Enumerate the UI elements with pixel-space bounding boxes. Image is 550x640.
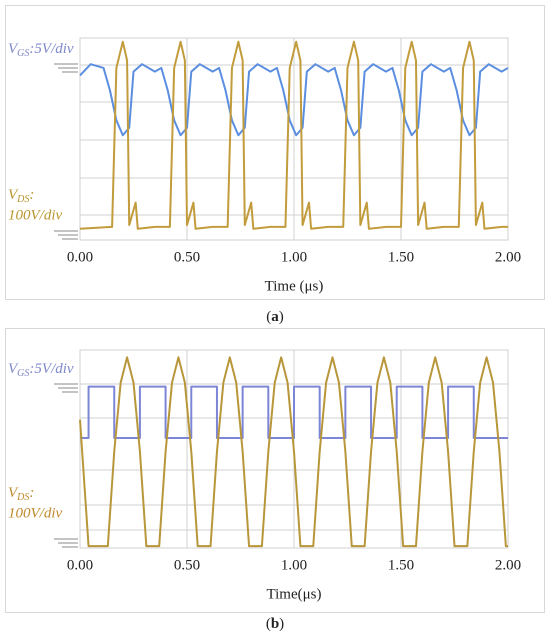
panel-caption: (a) (266, 309, 284, 325)
legend-label: VGS:5V/div (8, 361, 74, 379)
waveform (79, 40, 508, 230)
x-tick-label: 1.50 (388, 557, 414, 573)
caption-letter: a (271, 309, 279, 325)
legend-scale: :5V/div (29, 361, 73, 377)
legend-subscript: GS (17, 368, 29, 379)
x-tick-label: 1.00 (281, 249, 307, 265)
legend-symbol: V (8, 41, 19, 57)
x-tick-label: 0.50 (174, 557, 200, 573)
x-tick-label: 1.00 (281, 557, 307, 573)
legend-scale: : (29, 485, 34, 501)
legend-label: VDS: (8, 485, 34, 503)
legend-scale: 100V/div (8, 505, 62, 521)
legend-label: VGS:5V/div (8, 41, 74, 59)
panel-frame (5, 328, 545, 613)
x-tick-label: 2.00 (495, 557, 521, 573)
x-axis-label: Time (μs) (265, 278, 324, 294)
legend-symbol: V (8, 187, 19, 203)
legend-subscript: DS (16, 492, 29, 503)
x-tick-label: 0.50 (174, 249, 200, 265)
legend-scale: 100V/div (8, 207, 62, 223)
legend-symbol: V (8, 485, 19, 501)
panel-frame (5, 5, 545, 300)
caption-paren: ( (266, 616, 271, 632)
caption-paren: ) (279, 616, 284, 632)
x-tick-label: 2.00 (495, 249, 521, 265)
waveform (79, 356, 508, 548)
panel-caption: (b) (266, 616, 284, 632)
waveform (80, 385, 508, 439)
caption-paren: ) (279, 309, 284, 325)
caption-paren: ( (266, 309, 271, 325)
x-tick-label: 0.00 (67, 249, 93, 265)
legend-subscript: DS (16, 194, 29, 205)
waveform (79, 63, 509, 137)
legend-subscript: GS (17, 48, 29, 59)
x-tick-label: 0.00 (67, 557, 93, 573)
legend-scale: : (29, 187, 34, 203)
legend-symbol: V (8, 361, 19, 377)
legend-scale: :5V/div (29, 41, 73, 57)
caption-letter: b (271, 616, 279, 632)
legend-label: VDS: (8, 187, 34, 205)
x-axis-label: Time(μs) (267, 586, 322, 602)
x-tick-label: 1.50 (388, 249, 414, 265)
